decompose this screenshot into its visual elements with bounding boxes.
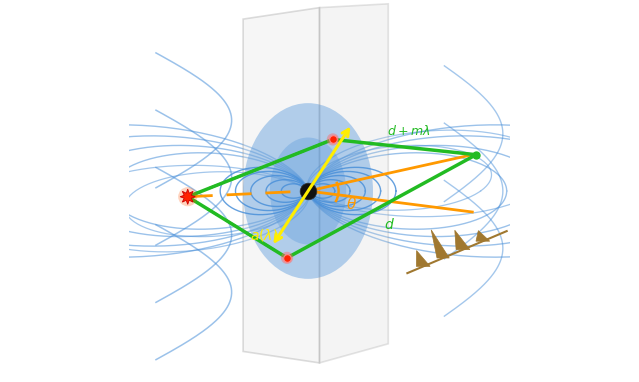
Polygon shape (243, 8, 320, 363)
Ellipse shape (281, 252, 293, 264)
Polygon shape (476, 231, 489, 241)
Polygon shape (455, 230, 470, 249)
Text: $d$: $d$ (384, 217, 395, 232)
Ellipse shape (270, 138, 346, 244)
Text: $d + m\lambda$: $d + m\lambda$ (387, 123, 430, 138)
Polygon shape (417, 251, 430, 266)
Polygon shape (320, 4, 389, 363)
Ellipse shape (178, 187, 197, 206)
Ellipse shape (327, 133, 339, 146)
Polygon shape (431, 230, 449, 258)
Polygon shape (180, 189, 196, 204)
Text: $a(\lambda)$: $a(\lambda)$ (250, 227, 278, 243)
Ellipse shape (243, 103, 373, 279)
Text: $\theta$: $\theta$ (346, 196, 357, 212)
